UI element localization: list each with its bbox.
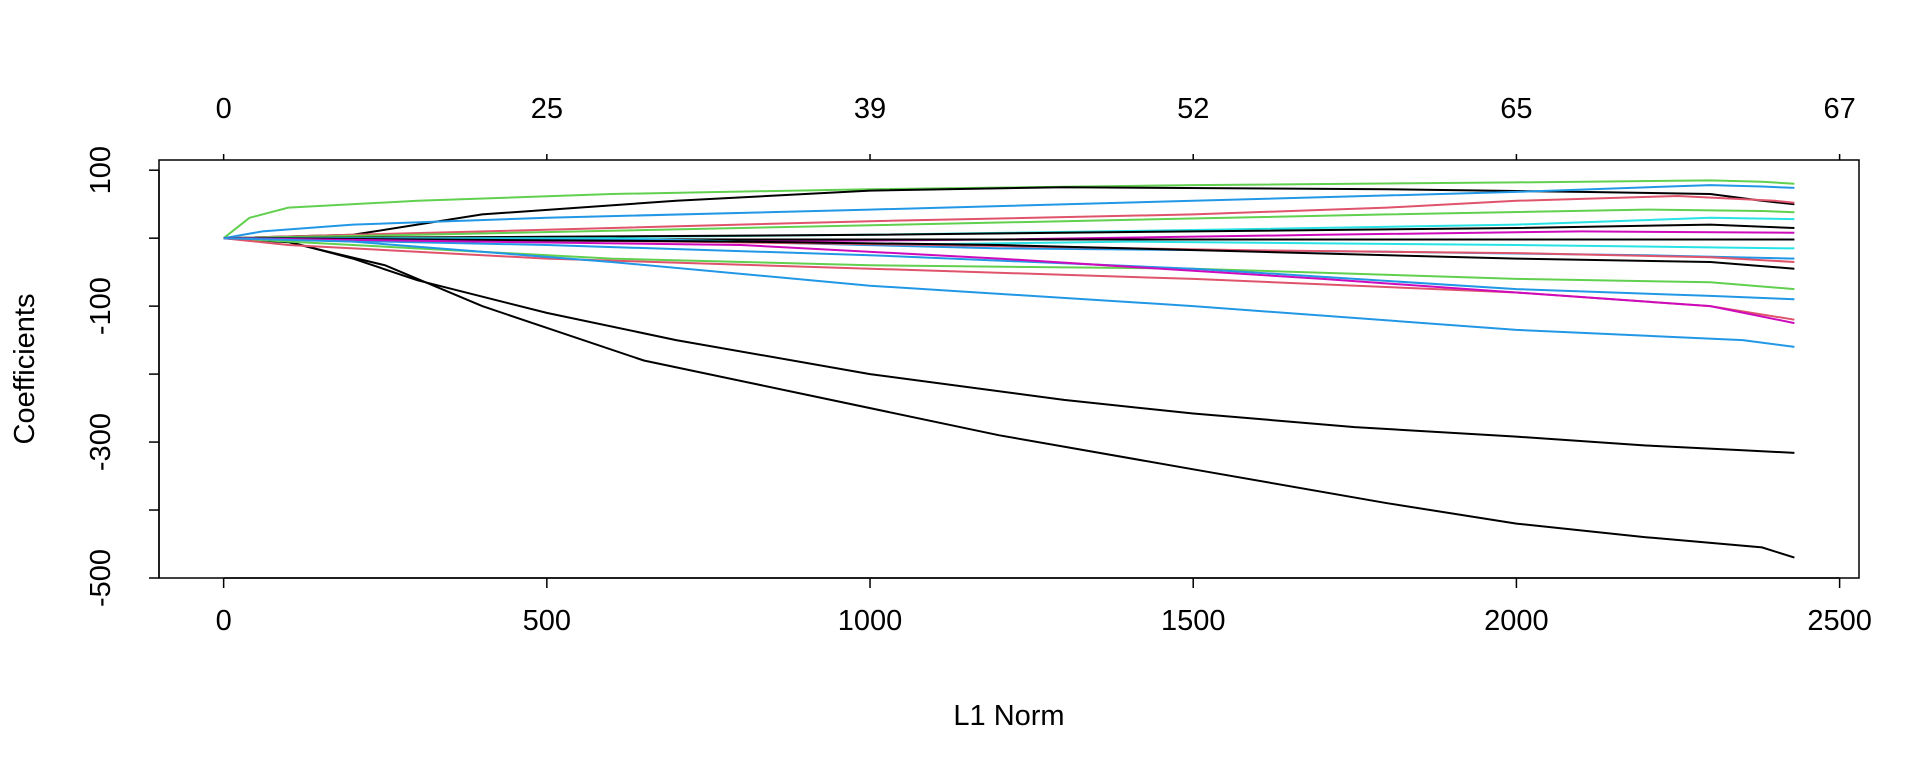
y-tick-label-2: -300 (85, 413, 117, 471)
top-tick-label-0: 0 (216, 93, 232, 125)
series-line-15 (223, 237, 1795, 270)
top-tick-label-3: 52 (1177, 93, 1209, 125)
x-tick-label-5: 2500 (1807, 605, 1872, 637)
x-tick-label-1: 500 (523, 605, 571, 637)
y-axis-title: Coefficients (9, 294, 41, 445)
top-tick-label-2: 39 (854, 93, 886, 125)
x-tick-label-2: 1000 (838, 605, 903, 637)
series-layer (222, 179, 1795, 559)
series-line-3 (222, 179, 1795, 239)
series-line-19 (223, 237, 1795, 325)
series-line-5 (223, 184, 1795, 240)
y-tick-label-1: -100 (85, 277, 117, 335)
y-tick-label-0: 100 (85, 146, 117, 194)
top-tick-label-1: 25 (531, 93, 563, 125)
top-tick-label-4: 65 (1500, 93, 1532, 125)
series-line-20 (223, 237, 1795, 348)
series-line-17 (223, 237, 1795, 301)
series-line-1 (223, 237, 1795, 454)
y-tick-label-3: -500 (85, 549, 117, 607)
series-line-9 (223, 223, 1795, 240)
x-tick-label-4: 2000 (1484, 605, 1549, 637)
series-line-6 (223, 194, 1795, 240)
x-tick-label-3: 1500 (1161, 605, 1226, 637)
series-line-2 (223, 237, 1795, 559)
x-axis-title: L1 Norm (953, 700, 1064, 732)
axis-layer: 0 500 1000 1500 2000 2500 0 25 39 52 65 67 100 -100 -3… (85, 93, 1872, 637)
top-tick-label-5: 67 (1823, 93, 1855, 125)
x-tick-label-0: 0 (216, 605, 232, 637)
series-line-16 (223, 237, 1795, 291)
series-line-7 (223, 208, 1795, 240)
series-line-12 (223, 237, 1795, 250)
